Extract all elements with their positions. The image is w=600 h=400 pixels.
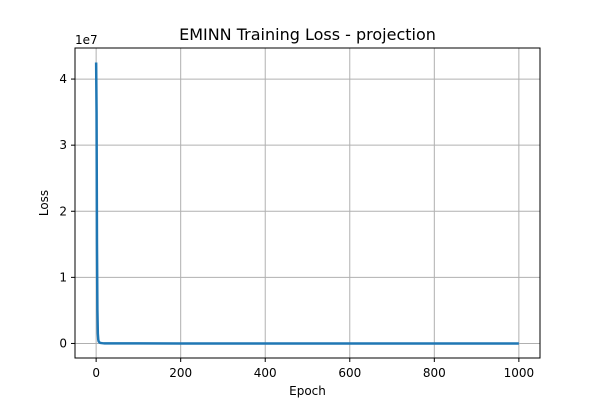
series-line-0	[94, 62, 519, 345]
y-tick-label: 1	[59, 270, 67, 284]
series-layer	[94, 62, 519, 345]
plot-frame	[74, 47, 541, 359]
y-tick-label: 3	[59, 138, 67, 152]
x-axis-ticks: 0 200 400 600 800 1000	[92, 358, 534, 380]
x-tick-label: 400	[254, 366, 277, 380]
y-axis-offset-label: 1e7	[75, 33, 98, 47]
chart-title: EMINN Training Loss - projection	[179, 25, 436, 44]
x-tick-label: 1000	[504, 366, 535, 380]
y-tick-label: 0	[59, 336, 67, 350]
y-axis-label: Loss	[37, 190, 51, 216]
x-tick-label: 0	[92, 366, 100, 380]
x-axis-label: Epoch	[289, 384, 326, 398]
y-tick-label: 4	[59, 72, 67, 86]
x-tick-label: 200	[169, 366, 192, 380]
y-axis-ticks: 0 1 2 3 4	[59, 72, 75, 350]
x-tick-label: 800	[423, 366, 446, 380]
x-tick-label: 600	[338, 366, 361, 380]
grid	[75, 48, 540, 358]
y-tick-label: 2	[59, 204, 67, 218]
